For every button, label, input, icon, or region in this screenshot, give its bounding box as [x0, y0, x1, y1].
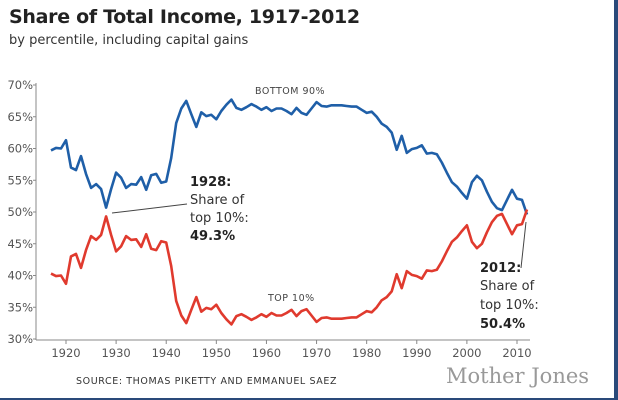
annotation-2012-line2: Share of [480, 279, 535, 294]
annotation-2012-line4: 50.4% [480, 317, 525, 332]
y-tick-label: 30% [7, 332, 33, 346]
series-label-bottom90: BOTTOM 90% [255, 86, 325, 97]
series-label-top10: TOP 10% [267, 293, 315, 304]
chart-title: Share of Total Income, 1917-2012 [9, 6, 360, 28]
bottom90-line [50, 98, 529, 215]
series-lines [50, 98, 529, 326]
annotation-1928-line1: 1928: [190, 175, 231, 190]
x-tick-label: 1930 [101, 346, 130, 360]
y-tick-label: 40% [7, 269, 33, 283]
x-tick-label: 1970 [302, 346, 331, 360]
annotation-2012-line1: 2012: [480, 261, 521, 276]
x-tick-label: 1950 [202, 346, 231, 360]
axes: 30% 35% 40% 45% 50% 55% 60% 65% 70% 1920 1930 1940 1… [7, 78, 531, 360]
frame-border-right [614, 0, 618, 400]
annotation-1928-line3: top 10%: [190, 211, 249, 226]
chart-subtitle: by percentile, including capital gains [9, 33, 249, 48]
y-tick-label: 60% [7, 142, 33, 156]
x-tick-label: 1940 [152, 346, 181, 360]
annotation-leader-1928 [111, 203, 188, 214]
mother-jones-logo: Mother Jones [446, 364, 590, 388]
annotation-1928-line2: Share of [190, 193, 245, 208]
y-tick-label: 35% [7, 300, 33, 314]
x-tick-label: 2000 [452, 346, 481, 360]
y-tick-label: 50% [7, 205, 33, 219]
x-tick-label: 1920 [51, 346, 80, 360]
y-tick-label: 55% [7, 173, 33, 187]
annotation-2012-line3: top 10%: [480, 298, 539, 313]
x-tick-label: 1980 [352, 346, 381, 360]
y-tick-label: 65% [7, 110, 33, 124]
y-tick-label: 70% [7, 78, 33, 92]
frame-border-bottom [0, 398, 618, 400]
x-tick-label: 1990 [402, 346, 431, 360]
top10-line [50, 209, 529, 326]
source-note: SOURCE: THOMAS PIKETTY AND EMMANUEL SAEZ [76, 376, 338, 387]
x-tick-label: 2010 [502, 346, 531, 360]
annotation-1928-line4: 49.3% [190, 229, 235, 244]
annotation-leader-2012 [520, 221, 527, 269]
x-tick-label: 1960 [252, 346, 281, 360]
y-tick-label: 45% [7, 237, 33, 251]
